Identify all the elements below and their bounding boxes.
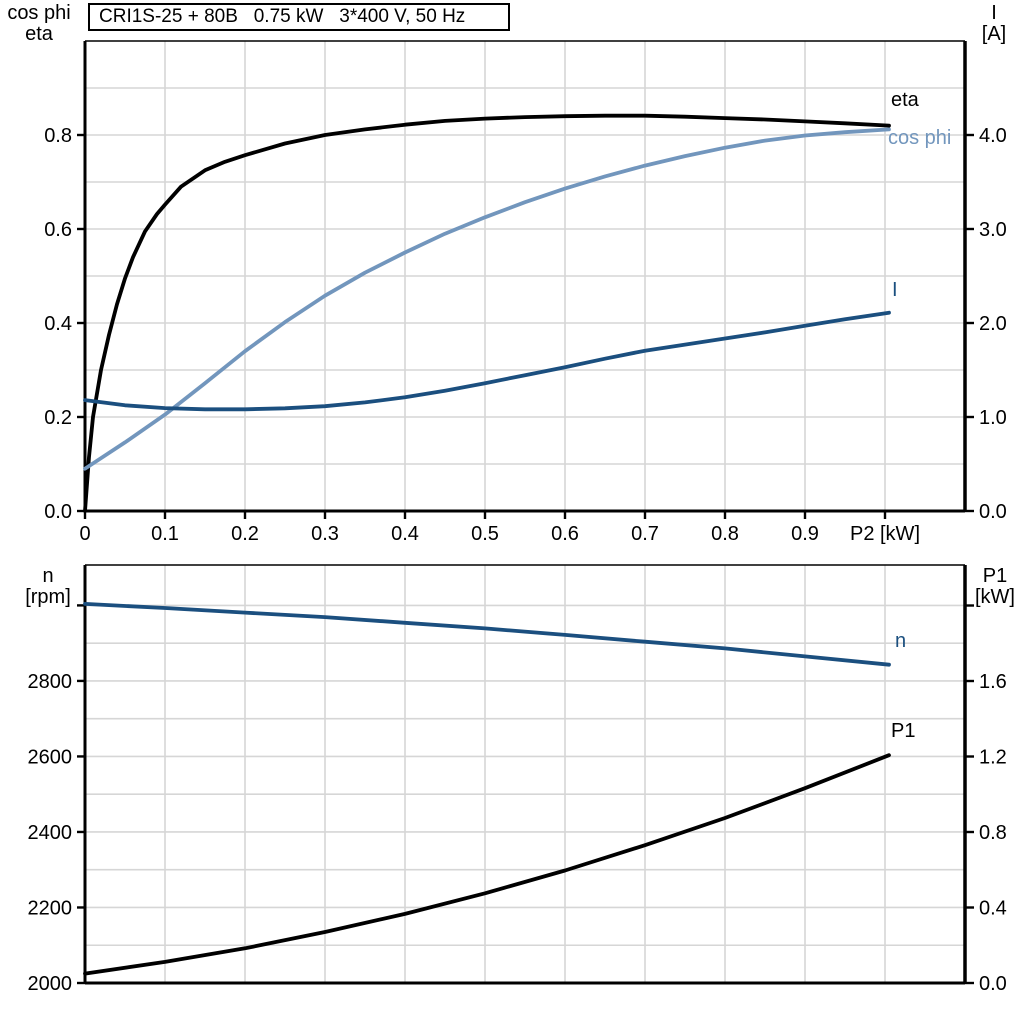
curve-label-speed: n bbox=[895, 630, 907, 652]
svg-text:0.2: 0.2 bbox=[44, 407, 72, 429]
svg-text:0.4: 0.4 bbox=[391, 523, 419, 545]
svg-text:0.4: 0.4 bbox=[44, 313, 72, 335]
top-left-axis-title-line1: cos phi bbox=[7, 2, 71, 24]
svg-text:1.2: 1.2 bbox=[979, 747, 1007, 769]
svg-text:0.6: 0.6 bbox=[551, 523, 579, 545]
svg-text:0.8: 0.8 bbox=[711, 523, 739, 545]
svg-text:0.0: 0.0 bbox=[979, 501, 1007, 523]
curve-label-eta: eta bbox=[891, 89, 919, 111]
svg-text:2200: 2200 bbox=[28, 897, 73, 919]
top-left-axis-title-line2: eta bbox=[25, 23, 53, 45]
svg-text:0.8: 0.8 bbox=[979, 822, 1007, 844]
top-right-axis-title-line1: I bbox=[991, 2, 997, 24]
svg-text:2.0: 2.0 bbox=[979, 313, 1007, 335]
svg-text:1.6: 1.6 bbox=[979, 671, 1007, 693]
svg-text:0.1: 0.1 bbox=[151, 523, 179, 545]
svg-text:0.7: 0.7 bbox=[631, 523, 659, 545]
svg-text:P2 [kW]: P2 [kW] bbox=[850, 523, 920, 545]
svg-text:0.4: 0.4 bbox=[979, 898, 1007, 920]
curve-label-p1: P1 bbox=[891, 720, 916, 742]
chart-title: CRI1S-25 + 80B 0.75 kW 3*400 V, 50 Hz bbox=[99, 6, 466, 27]
svg-text:0.8: 0.8 bbox=[44, 125, 72, 147]
svg-text:0.2: 0.2 bbox=[231, 523, 259, 545]
svg-text:0.9: 0.9 bbox=[791, 523, 819, 545]
svg-text:1.0: 1.0 bbox=[979, 407, 1007, 429]
top-left-axis-title: cos phi eta bbox=[2, 3, 76, 45]
svg-text:3.0: 3.0 bbox=[979, 219, 1007, 241]
svg-text:2600: 2600 bbox=[28, 746, 73, 768]
bottom-left-axis-title: n [rpm] bbox=[16, 566, 80, 608]
bottom-right-axis-title-line2: [kW] bbox=[975, 586, 1015, 608]
svg-text:0.6: 0.6 bbox=[44, 219, 72, 241]
svg-text:0.3: 0.3 bbox=[311, 523, 339, 545]
bottom-right-axis-title-line1: P1 bbox=[982, 565, 1008, 587]
curve-label-current: I bbox=[892, 279, 898, 301]
svg-text:0.0: 0.0 bbox=[979, 973, 1007, 995]
svg-text:2800: 2800 bbox=[28, 671, 73, 693]
svg-text:4.0: 4.0 bbox=[979, 125, 1007, 147]
bottom-left-axis-title-line1: n bbox=[42, 565, 54, 587]
top-right-axis-title-line2: [A] bbox=[981, 23, 1007, 45]
curve-label-cos-phi: cos phi bbox=[888, 127, 952, 149]
svg-text:0.5: 0.5 bbox=[471, 523, 499, 545]
bottom-right-axis-title: P1 [kW] bbox=[968, 566, 1022, 608]
svg-text:2400: 2400 bbox=[28, 822, 73, 844]
chart-title-box: CRI1S-25 + 80B 0.75 kW 3*400 V, 50 Hz bbox=[88, 3, 510, 31]
bottom-left-axis-title-line2: [rpm] bbox=[25, 586, 71, 608]
svg-text:0: 0 bbox=[79, 523, 90, 545]
svg-text:2000: 2000 bbox=[28, 973, 73, 995]
top-right-axis-title: I [A] bbox=[970, 3, 1018, 45]
svg-text:0.0: 0.0 bbox=[44, 501, 72, 523]
